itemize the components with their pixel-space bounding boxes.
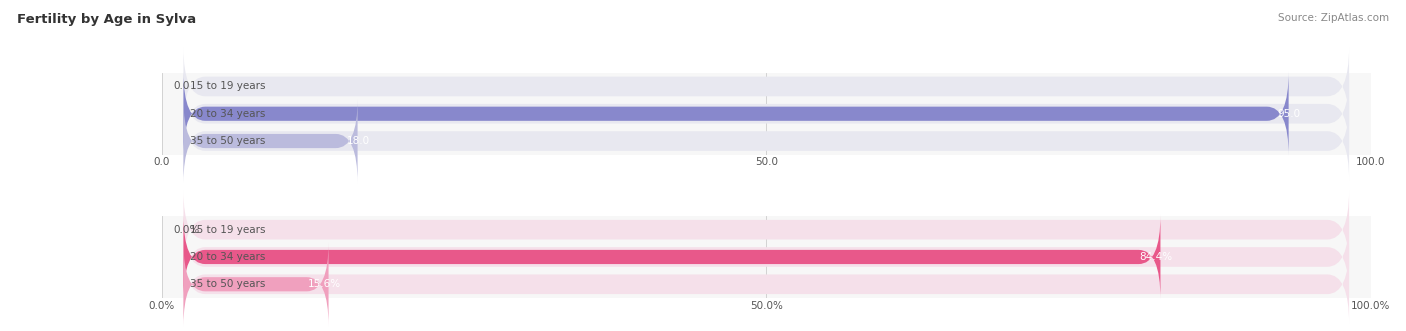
FancyBboxPatch shape (183, 102, 1350, 180)
FancyBboxPatch shape (183, 99, 357, 183)
FancyBboxPatch shape (183, 190, 1350, 269)
Text: Source: ZipAtlas.com: Source: ZipAtlas.com (1278, 13, 1389, 23)
Text: 15 to 19 years: 15 to 19 years (190, 225, 264, 235)
FancyBboxPatch shape (183, 72, 1289, 156)
Text: 0.0: 0.0 (174, 81, 190, 91)
Text: 20 to 34 years: 20 to 34 years (190, 252, 264, 262)
Text: 15 to 19 years: 15 to 19 years (190, 81, 264, 91)
Text: 15.6%: 15.6% (308, 279, 340, 289)
Text: 20 to 34 years: 20 to 34 years (190, 109, 264, 119)
FancyBboxPatch shape (183, 218, 1350, 296)
Text: 35 to 50 years: 35 to 50 years (190, 136, 264, 146)
Text: 95.0: 95.0 (1278, 109, 1301, 119)
Text: 18.0: 18.0 (346, 136, 370, 146)
FancyBboxPatch shape (183, 215, 1160, 299)
Text: 0.0%: 0.0% (174, 225, 200, 235)
FancyBboxPatch shape (183, 245, 1350, 323)
FancyBboxPatch shape (183, 74, 1350, 153)
FancyBboxPatch shape (183, 242, 329, 326)
Text: 35 to 50 years: 35 to 50 years (190, 279, 264, 289)
Text: 84.4%: 84.4% (1139, 252, 1173, 262)
FancyBboxPatch shape (183, 47, 1350, 126)
Text: Fertility by Age in Sylva: Fertility by Age in Sylva (17, 13, 195, 26)
